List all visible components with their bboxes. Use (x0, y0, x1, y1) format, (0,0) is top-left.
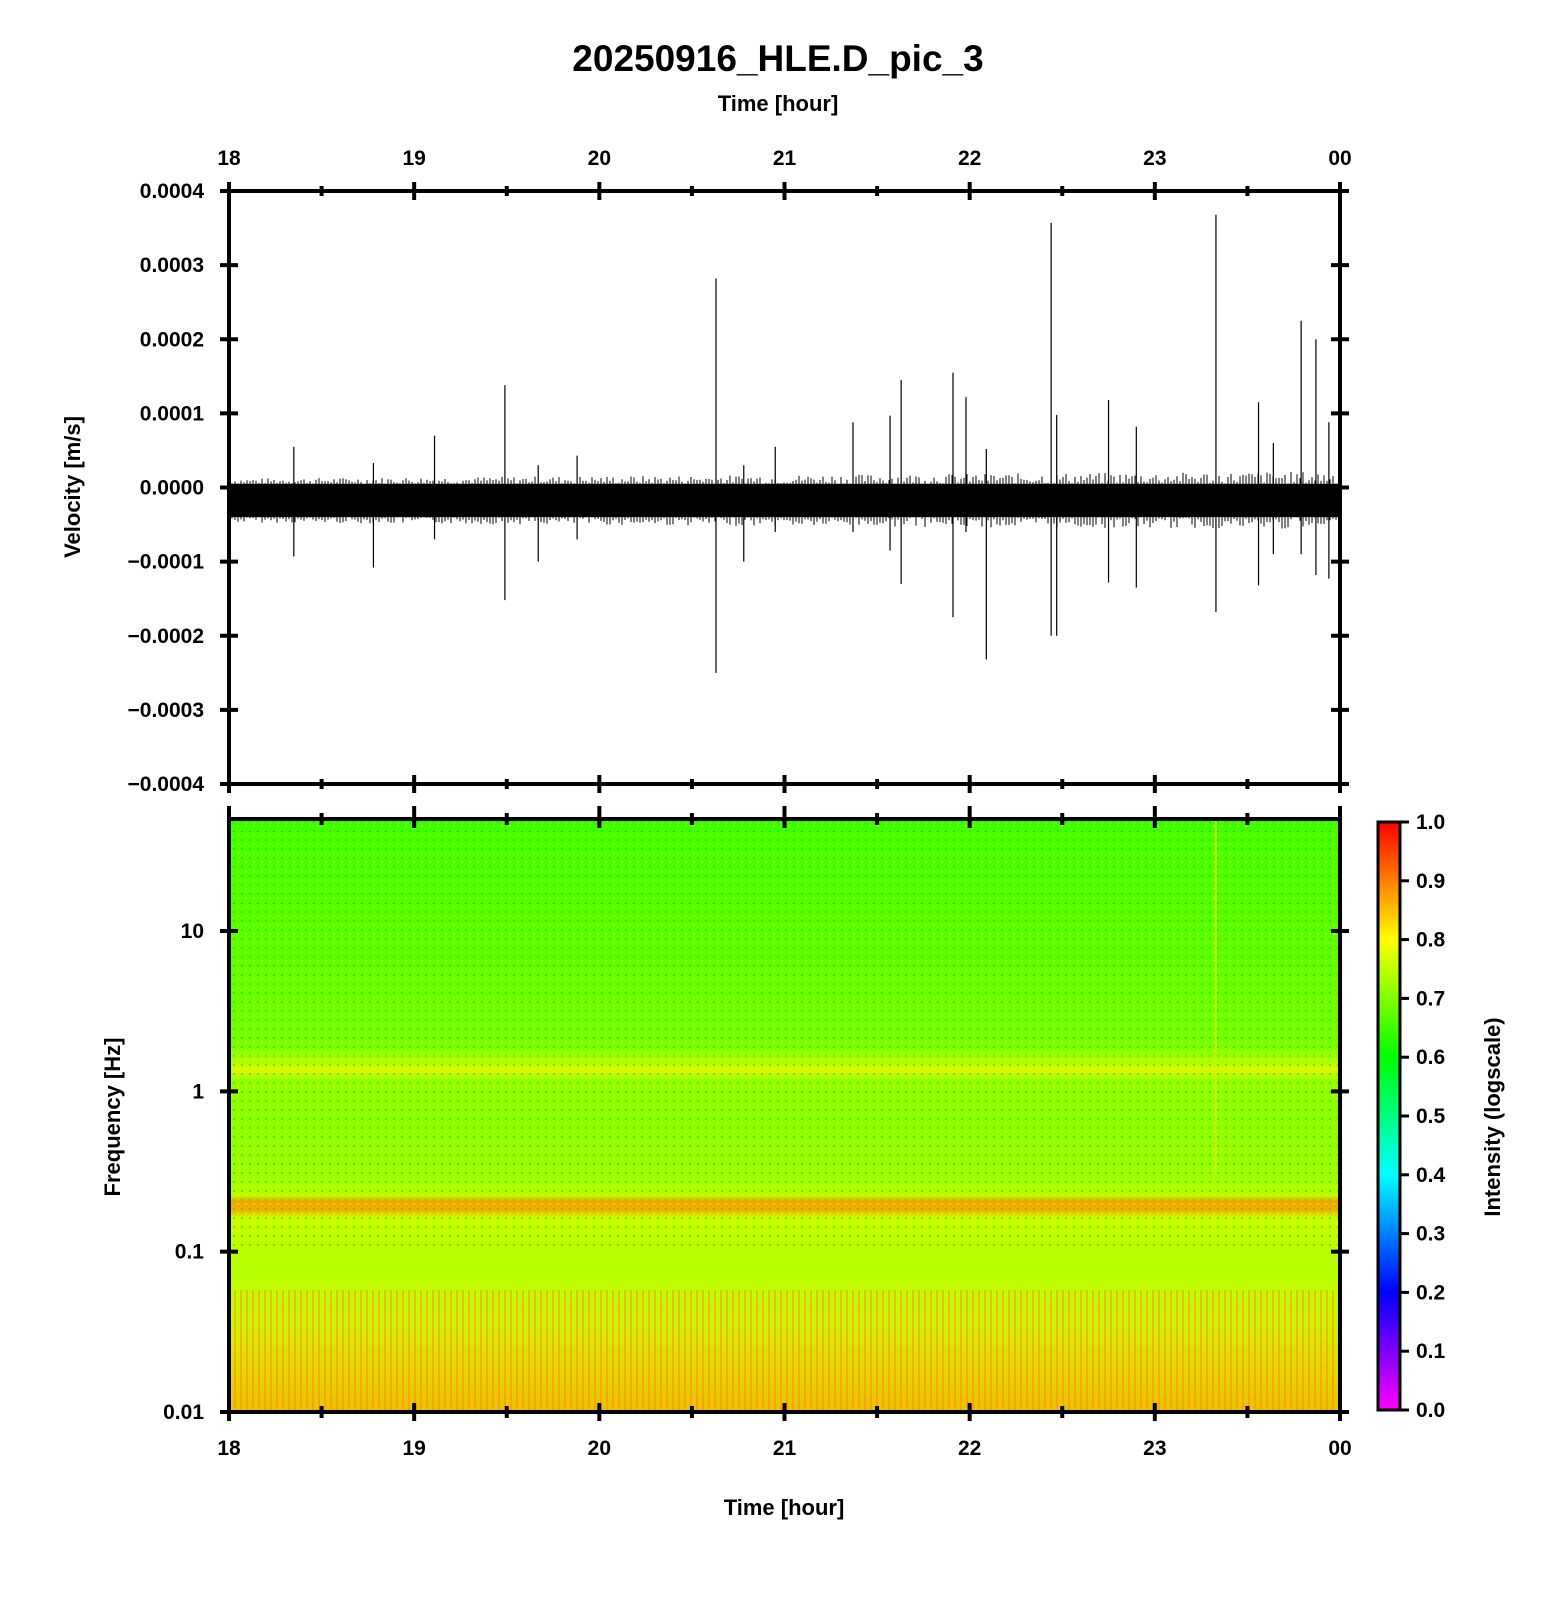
wave-top-tick-label: 18 (217, 147, 241, 170)
spectrogram-ylabel: Frequency [Hz] (100, 1038, 125, 1197)
waveform-axes: 18 19 20 21 22 23 00 0.0004 0.0003 0.0002 0.0001 0.… (128, 147, 1352, 796)
wave-top-tick-label: 22 (958, 147, 981, 170)
colorbar-tick-label: 0.1 (1416, 1340, 1446, 1363)
colorbar-tick-label: 0.7 (1416, 987, 1445, 1010)
wave-ytick-label: 0.0000 (140, 477, 204, 500)
wave-top-tick-label: 00 (1328, 147, 1351, 170)
top-axis-label: Time [hour] (718, 91, 839, 116)
spec-ytick-label: 0.01 (163, 1401, 204, 1424)
colorbar-tick-label: 0.2 (1416, 1281, 1445, 1304)
waveform-ylabel: Velocity [m/s] (60, 416, 85, 558)
wave-ytick-label: 0.0004 (140, 180, 205, 203)
figure-title: 20250916_HLE.D_pic_3 (572, 38, 983, 79)
wave-ytick-label: −0.0004 (128, 773, 205, 796)
spec-xtick-label: 20 (588, 1437, 611, 1460)
spec-ytick-label: 0.1 (175, 1241, 205, 1264)
colorbar-tick-label: 0.4 (1416, 1164, 1446, 1187)
spec-ytick-label: 10 (181, 920, 204, 943)
velocity-trace (228, 214, 1340, 673)
colorbar-tick-label: 0.9 (1416, 870, 1445, 893)
wave-top-tick-label: 23 (1143, 147, 1166, 170)
wave-ytick-label: −0.0002 (128, 625, 205, 648)
spec-xtick-label: 21 (773, 1437, 797, 1460)
wave-ytick-label: −0.0001 (128, 551, 205, 574)
spectrogram-low-frequency-stripes (229, 1290, 1340, 1412)
colorbar-tick-label: 1.0 (1416, 811, 1445, 834)
spec-xtick-label: 23 (1143, 1437, 1166, 1460)
wave-top-tick-label: 21 (773, 147, 797, 170)
spec-xtick-label: 19 (402, 1437, 425, 1460)
colorbar-tick-label: 0.6 (1416, 1046, 1445, 1069)
spectrogram-xlabel: Time [hour] (724, 1495, 845, 1520)
spec-xtick-label: 18 (217, 1437, 241, 1460)
colorbar-gradient (1376, 820, 1402, 1412)
colorbar-tick-label: 0.5 (1416, 1105, 1446, 1128)
colorbar-tick-label: 0.0 (1416, 1399, 1445, 1422)
colorbar-label: Intensity (logscale) (1480, 1017, 1505, 1216)
waveform-panel: 18 19 20 21 22 23 00 0.0004 0.0003 0.0002 0.0001 0.… (60, 147, 1352, 796)
colorbar-ticks: 1.0 0.9 0.8 0.7 0.6 0.5 0.4 0.3 0.2 0.1 0.0 (1400, 811, 1446, 1422)
colorbar: 1.0 0.9 0.8 0.7 0.6 0.5 0.4 0.3 0.2 0.1 0.0 Intens… (1376, 811, 1505, 1422)
wave-ytick-label: 0.0003 (140, 254, 204, 277)
wave-ytick-label: −0.0003 (128, 699, 205, 722)
colorbar-tick-label: 0.8 (1416, 929, 1446, 952)
wave-ytick-label: 0.0002 (140, 328, 204, 351)
spectrogram-axes: 18 19 20 21 22 23 00 10 1 0.1 0.01 (163, 806, 1352, 1460)
spectrogram-texture (229, 819, 1340, 1249)
spec-xtick-label: 22 (958, 1437, 981, 1460)
wave-top-tick-label: 20 (588, 147, 611, 170)
wave-top-tick-label: 19 (402, 147, 425, 170)
spec-xtick-label: 00 (1328, 1437, 1351, 1460)
spec-ytick-label: 1 (192, 1080, 204, 1103)
colorbar-tick-label: 0.3 (1416, 1223, 1445, 1246)
wave-ytick-label: 0.0001 (140, 402, 205, 425)
